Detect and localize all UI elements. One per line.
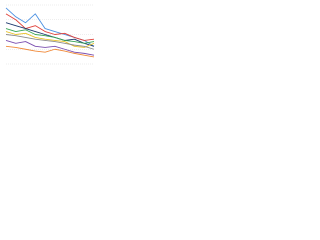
series-line <box>5 31 95 48</box>
page: (() => { const data = JSON.parse(documen… <box>0 0 320 71</box>
series-line <box>5 45 95 58</box>
series-line <box>5 34 95 50</box>
series-line <box>5 39 95 56</box>
series-line <box>5 13 95 41</box>
chart <box>5 4 95 65</box>
series-line <box>5 28 95 44</box>
series-line <box>5 22 95 47</box>
